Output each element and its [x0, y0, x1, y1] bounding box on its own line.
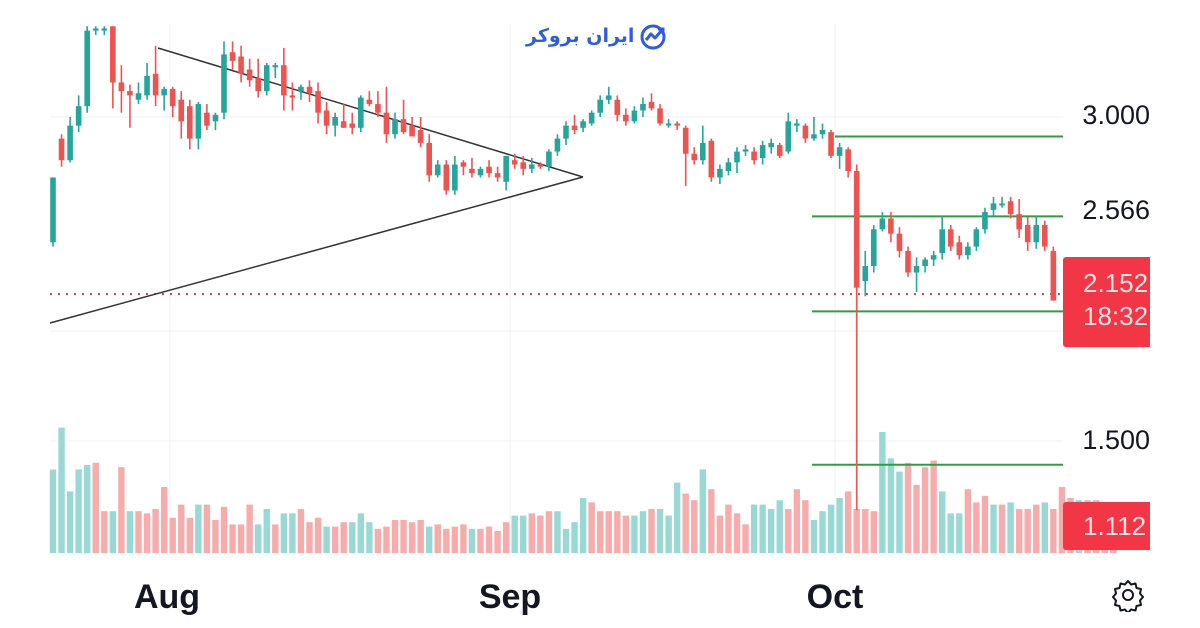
time-axis-label: Sep: [478, 578, 542, 616]
volume-value: 1.112: [1083, 511, 1147, 541]
trend-line-lower[interactable]: [49, 176, 584, 324]
volume-bars: [49, 427, 1117, 553]
brand-logo: ایران بروکر: [526, 20, 668, 52]
logo-text: ایران بروکر: [526, 25, 635, 47]
last-price-value: 2.152: [1083, 268, 1149, 298]
time-axis-label: Aug: [133, 578, 201, 616]
trend-line-upper[interactable]: [157, 47, 584, 178]
last-price-tag: 2.152 18:32: [1063, 257, 1150, 347]
volume-value-tag: 1.112: [1063, 502, 1150, 550]
price-axis-label: 1.500: [1082, 425, 1150, 455]
price-axis-label: 3.000: [1082, 100, 1150, 130]
time-axis-label: Oct: [806, 578, 864, 616]
price-candles: [50, 26, 1057, 511]
drawing-lines[interactable]: [49, 47, 1063, 466]
bar-countdown: 18:32: [1083, 301, 1149, 331]
grid-lines: [50, 24, 1063, 555]
price-axis-label: 2.566: [1082, 195, 1150, 225]
gear-icon[interactable]: [1111, 578, 1145, 612]
chart-growth-icon: [640, 24, 666, 50]
